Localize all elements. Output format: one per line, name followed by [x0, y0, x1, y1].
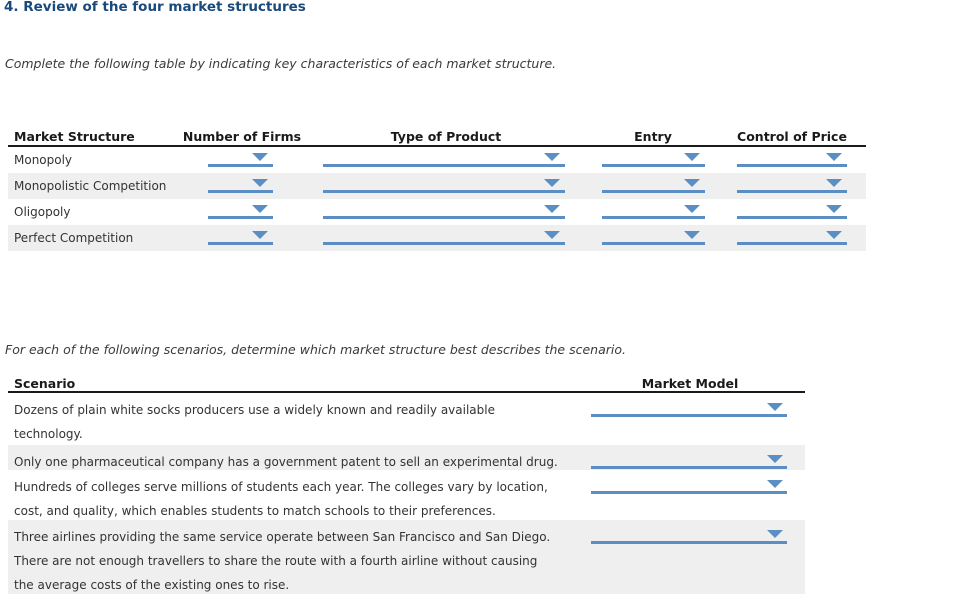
- select-control-of-price[interactable]: [737, 175, 847, 193]
- chevron-down-icon: [767, 530, 783, 538]
- characteristics-table-header: Market Structure Number of Firms Type of…: [8, 127, 866, 147]
- select-market-model[interactable]: [591, 526, 787, 544]
- select-market-model[interactable]: [591, 399, 787, 417]
- column-header-market-structure: Market Structure: [14, 129, 135, 144]
- table-row-perfect-competition: Perfect Competition: [8, 225, 866, 251]
- select-number-of-firms[interactable]: [208, 175, 273, 193]
- select-entry[interactable]: [602, 201, 705, 219]
- column-header-market-model: Market Model: [641, 376, 739, 391]
- chevron-down-icon: [826, 153, 842, 161]
- instruction-scenarios: For each of the following scenarios, det…: [5, 342, 626, 357]
- table-row-scenario-socks: Dozens of plain white socks producers us…: [8, 393, 805, 445]
- chevron-down-icon: [252, 179, 268, 187]
- chevron-down-icon: [544, 231, 560, 239]
- select-control-of-price[interactable]: [737, 149, 847, 167]
- select-type-of-product[interactable]: [323, 227, 565, 245]
- select-entry[interactable]: [602, 227, 705, 245]
- chevron-down-icon: [767, 403, 783, 411]
- select-type-of-product[interactable]: [323, 175, 565, 193]
- table-row-monopolistic-competition: Monopolistic Competition: [8, 173, 866, 199]
- select-market-model[interactable]: [591, 476, 787, 494]
- column-header-type-of-product: Type of Product: [390, 129, 502, 144]
- chevron-down-icon: [684, 179, 700, 187]
- chevron-down-icon: [767, 455, 783, 463]
- chevron-down-icon: [826, 231, 842, 239]
- chevron-down-icon: [684, 231, 700, 239]
- select-control-of-price[interactable]: [737, 227, 847, 245]
- select-market-model[interactable]: [591, 451, 787, 469]
- chevron-down-icon: [544, 153, 560, 161]
- row-label: Monopoly: [14, 153, 73, 167]
- table-row-oligopoly: Oligopoly: [8, 199, 866, 225]
- row-label: Monopolistic Competition: [14, 179, 167, 193]
- scenario-text: Only one pharmaceutical company has a go…: [14, 455, 558, 469]
- row-label: Perfect Competition: [14, 231, 134, 245]
- select-type-of-product[interactable]: [323, 201, 565, 219]
- chevron-down-icon: [684, 205, 700, 213]
- column-header-number-of-firms: Number of Firms: [182, 129, 302, 144]
- column-header-entry: Entry: [634, 129, 672, 144]
- chevron-down-icon: [252, 205, 268, 213]
- page-title: 4. Review of the four market structures: [4, 0, 306, 15]
- column-header-scenario: Scenario: [14, 376, 76, 391]
- chevron-down-icon: [252, 231, 268, 239]
- scenario-text: Three airlines providing the same servic…: [14, 530, 551, 592]
- chevron-down-icon: [252, 153, 268, 161]
- select-number-of-firms[interactable]: [208, 227, 273, 245]
- chevron-down-icon: [544, 179, 560, 187]
- select-control-of-price[interactable]: [737, 201, 847, 219]
- scenario-text: Dozens of plain white socks producers us…: [14, 403, 495, 441]
- chevron-down-icon: [684, 153, 700, 161]
- scenario-table: Scenario Market Model Dozens of plain wh…: [8, 374, 805, 594]
- scenario-table-header: Scenario Market Model: [8, 374, 805, 393]
- select-entry[interactable]: [602, 175, 705, 193]
- table-row-scenario-pharmaceutical: Only one pharmaceutical company has a go…: [8, 445, 805, 470]
- table-row-monopoly: Monopoly: [8, 147, 866, 173]
- chevron-down-icon: [767, 480, 783, 488]
- column-header-control-of-price: Control of Price: [737, 129, 847, 144]
- scenario-text: Hundreds of colleges serve millions of s…: [14, 480, 548, 518]
- instruction-characteristics: Complete the following table by indicati…: [5, 56, 557, 71]
- chevron-down-icon: [544, 205, 560, 213]
- chevron-down-icon: [826, 205, 842, 213]
- row-label: Oligopoly: [14, 205, 71, 219]
- table-row-scenario-colleges: Hundreds of colleges serve millions of s…: [8, 470, 805, 520]
- select-number-of-firms[interactable]: [208, 149, 273, 167]
- select-entry[interactable]: [602, 149, 705, 167]
- select-number-of-firms[interactable]: [208, 201, 273, 219]
- characteristics-table: Market Structure Number of Firms Type of…: [8, 127, 866, 251]
- table-row-scenario-airlines: Three airlines providing the same servic…: [8, 520, 805, 594]
- chevron-down-icon: [826, 179, 842, 187]
- select-type-of-product[interactable]: [323, 149, 565, 167]
